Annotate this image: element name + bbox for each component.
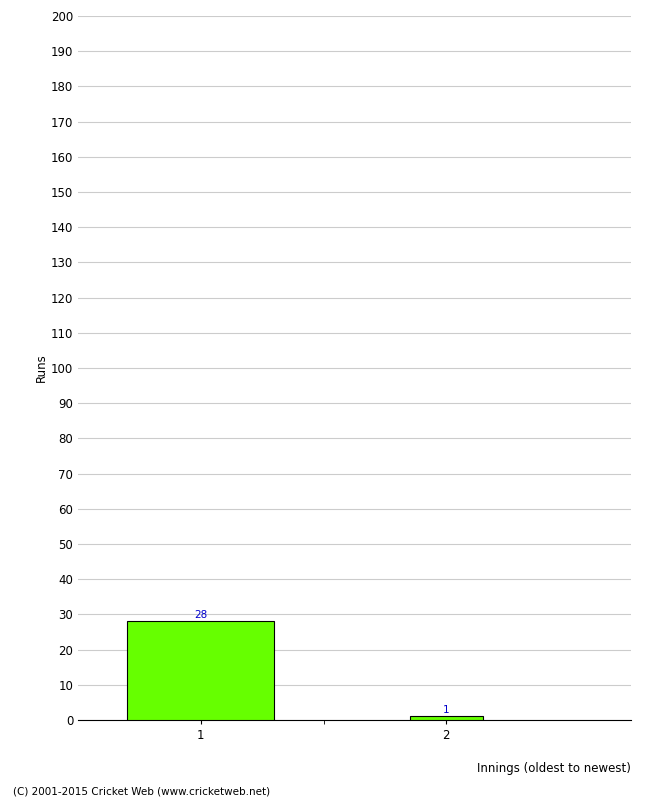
- Text: 28: 28: [194, 610, 207, 620]
- Y-axis label: Runs: Runs: [35, 354, 48, 382]
- Text: 1: 1: [443, 705, 450, 714]
- Bar: [410, 717, 483, 720]
- Text: Innings (oldest to newest): Innings (oldest to newest): [476, 762, 630, 775]
- Bar: [127, 622, 274, 720]
- Text: (C) 2001-2015 Cricket Web (www.cricketweb.net): (C) 2001-2015 Cricket Web (www.cricketwe…: [13, 786, 270, 796]
